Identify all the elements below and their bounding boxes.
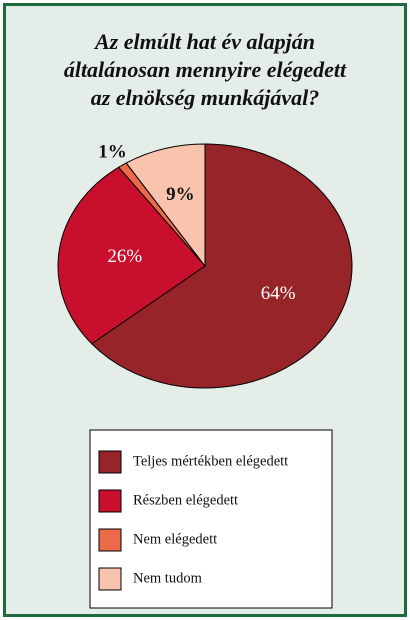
legend-label: Nem tudom bbox=[133, 570, 203, 586]
data-label: 26% bbox=[107, 246, 142, 267]
data-label: 9% bbox=[166, 184, 195, 205]
card: Az elmúlt hat év alapján általánosan men… bbox=[3, 3, 407, 617]
pie-slice bbox=[125, 143, 206, 268]
legend-box bbox=[89, 429, 333, 609]
legend-swatch bbox=[98, 489, 122, 513]
data-label: 64% bbox=[261, 283, 296, 304]
legend-swatch bbox=[98, 528, 122, 552]
chart-title: Az elmúlt hat év alapján általánosan men… bbox=[63, 29, 347, 110]
legend-label: Részben elégedett bbox=[133, 492, 238, 508]
legend-label: Nem elégedett bbox=[133, 531, 217, 547]
legend-swatch bbox=[98, 450, 122, 474]
pie-slice bbox=[90, 143, 353, 389]
pie-slice bbox=[57, 166, 206, 345]
legend-label: Teljes mértékben elégedett bbox=[133, 453, 288, 469]
data-label: 1% bbox=[98, 141, 127, 162]
legend-swatch bbox=[98, 567, 122, 591]
chart: 64% 26% 1% 9% Teljes mértékben elégedett Rész… bbox=[57, 141, 353, 609]
